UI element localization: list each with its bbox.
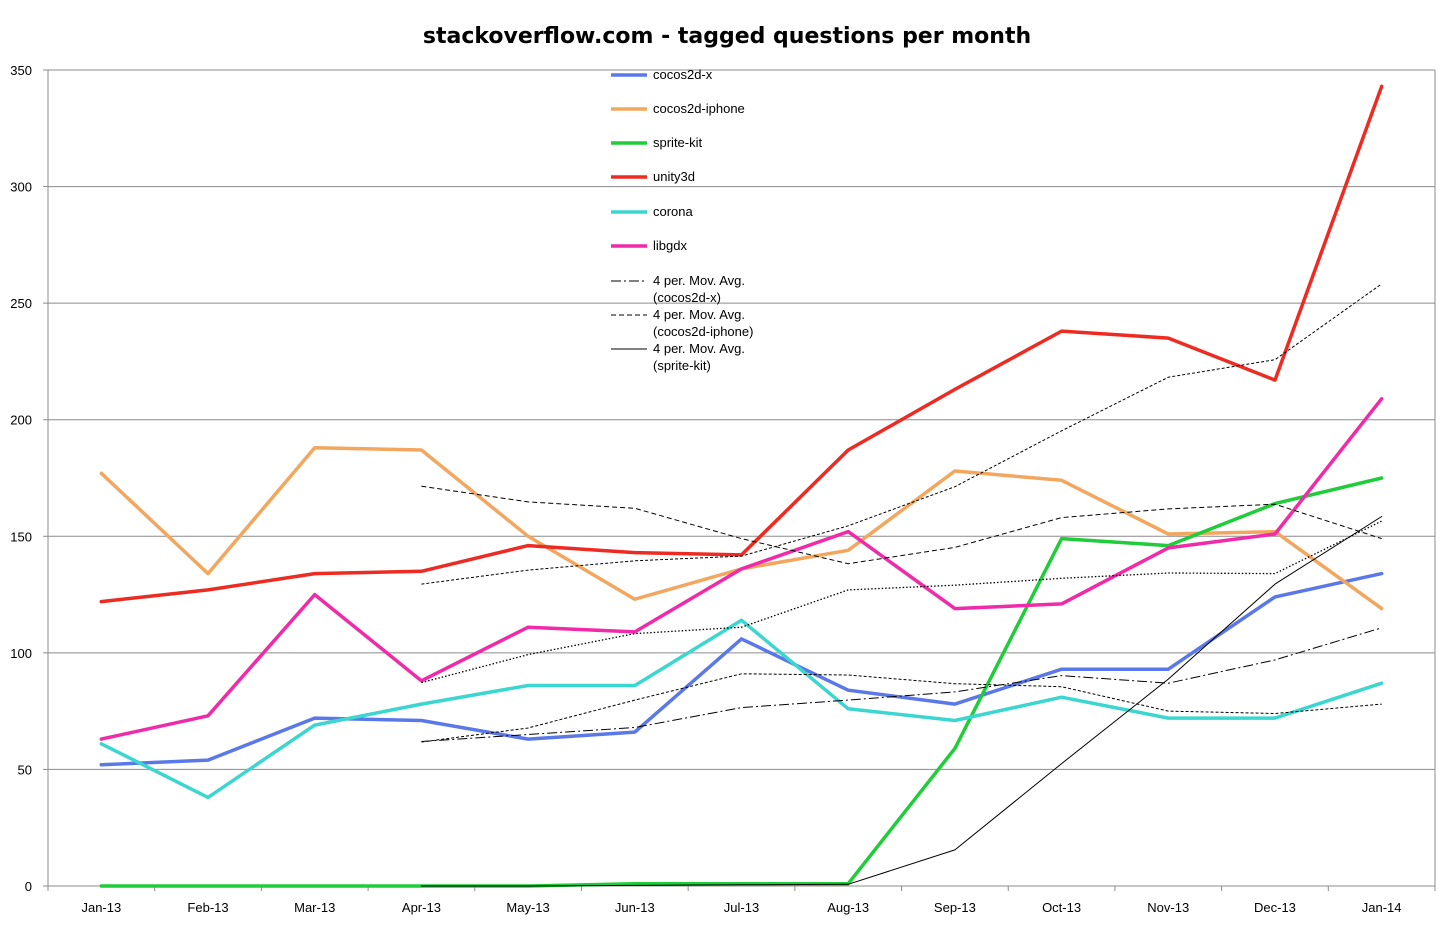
- y-tick-label: 150: [10, 529, 32, 544]
- legend-item: unity3d: [611, 169, 695, 184]
- y-tick-label: 300: [10, 180, 32, 195]
- series-corona: [99, 618, 1384, 800]
- series-line: [421, 627, 1382, 742]
- legend-item: corona: [611, 204, 694, 219]
- series-line: [99, 445, 1384, 611]
- series-4-per-mov-avg-sprite-kit-: [420, 516, 1383, 887]
- series-4-per-mov-avg-cocos2d-x-: [421, 627, 1382, 742]
- series-cocos2d-x: [99, 571, 1384, 767]
- series-line: [420, 516, 1383, 887]
- series-libgdx: [99, 396, 1384, 741]
- legend-item: sprite-kit: [611, 135, 703, 150]
- y-tick-label: 250: [10, 296, 32, 311]
- legend-label: cocos2d-x: [653, 67, 713, 82]
- series-line: [421, 673, 1382, 743]
- legend-label: 4 per. Mov. Avg. (sprite-kit): [653, 341, 745, 373]
- x-tick-label: Dec-13: [1254, 900, 1296, 915]
- series-line: [99, 396, 1384, 741]
- series-line: [99, 618, 1384, 800]
- x-axis-ticks: Jan-13 Feb-13 Mar-13 Apr-13 May-13 Jun-13 Jul-…: [81, 900, 1401, 915]
- series-sprite-kit: [99, 476, 1384, 888]
- series-line: [99, 84, 1384, 604]
- series-line: [99, 476, 1384, 888]
- series-line: [421, 283, 1382, 585]
- y-tick-label: 50: [18, 762, 32, 777]
- x-tick-label: Mar-13: [294, 900, 335, 915]
- legend-label: cocos2d-iphone: [653, 101, 745, 116]
- legend-item: libgdx: [611, 238, 687, 253]
- grid-lines: [48, 69, 1435, 770]
- x-tick-label: Jan-14: [1362, 900, 1402, 915]
- legend-label: 4 per. Mov. Avg. (cocos2d-iphone): [653, 307, 753, 339]
- x-tick-label: May-13: [506, 900, 549, 915]
- series-unlabeled-trendline-9: [421, 283, 1382, 585]
- x-tick-label: Apr-13: [402, 900, 441, 915]
- series-unlabeled-trendline-11: [421, 520, 1382, 684]
- y-tick-label: 200: [10, 413, 32, 428]
- legend-item: 4 per. Mov. Avg. (cocos2d-x): [611, 273, 745, 305]
- y-tick-label: 0: [25, 879, 32, 894]
- legend-label: 4 per. Mov. Avg. (cocos2d-x): [653, 273, 745, 305]
- legend: cocos2d-x cocos2d-iphone sprite-kit unity3d…: [611, 67, 753, 373]
- series-cocos2d-iphone: [99, 445, 1384, 611]
- x-tick-label: Sep-13: [934, 900, 976, 915]
- y-tick-label: 350: [10, 63, 32, 78]
- chart-title: stackoverflow.com - tagged questions per…: [423, 24, 1031, 49]
- x-tick-label: Oct-13: [1042, 900, 1081, 915]
- legend-label: libgdx: [653, 238, 687, 253]
- legend-item: 4 per. Mov. Avg. (sprite-kit): [611, 341, 745, 373]
- legend-item: 4 per. Mov. Avg. (cocos2d-iphone): [611, 307, 753, 339]
- x-tick-label: Jun-13: [615, 900, 655, 915]
- series-unlabeled-trendline-10: [421, 673, 1382, 743]
- series-unity3d: [99, 84, 1384, 604]
- y-tick-label: 100: [10, 646, 32, 661]
- legend-item: cocos2d-x: [611, 67, 713, 82]
- legend-item: cocos2d-iphone: [611, 101, 745, 116]
- legend-label: unity3d: [653, 169, 695, 184]
- x-tick-label: Jul-13: [724, 900, 759, 915]
- y-axis-ticks: 0 50 100 150 200 250 300 350: [10, 63, 32, 894]
- series-line: [421, 485, 1382, 565]
- series-lines: [99, 84, 1384, 888]
- x-tick-label: Feb-13: [187, 900, 228, 915]
- x-tick-label: Jan-13: [81, 900, 121, 915]
- series-line: [99, 571, 1384, 767]
- x-tick-label: Nov-13: [1147, 900, 1189, 915]
- series-line: [421, 520, 1382, 684]
- legend-label: corona: [653, 204, 694, 219]
- legend-label: sprite-kit: [653, 135, 703, 150]
- series-4-per-mov-avg-cocos2d-iphone-: [421, 485, 1382, 565]
- x-tick-label: Aug-13: [827, 900, 869, 915]
